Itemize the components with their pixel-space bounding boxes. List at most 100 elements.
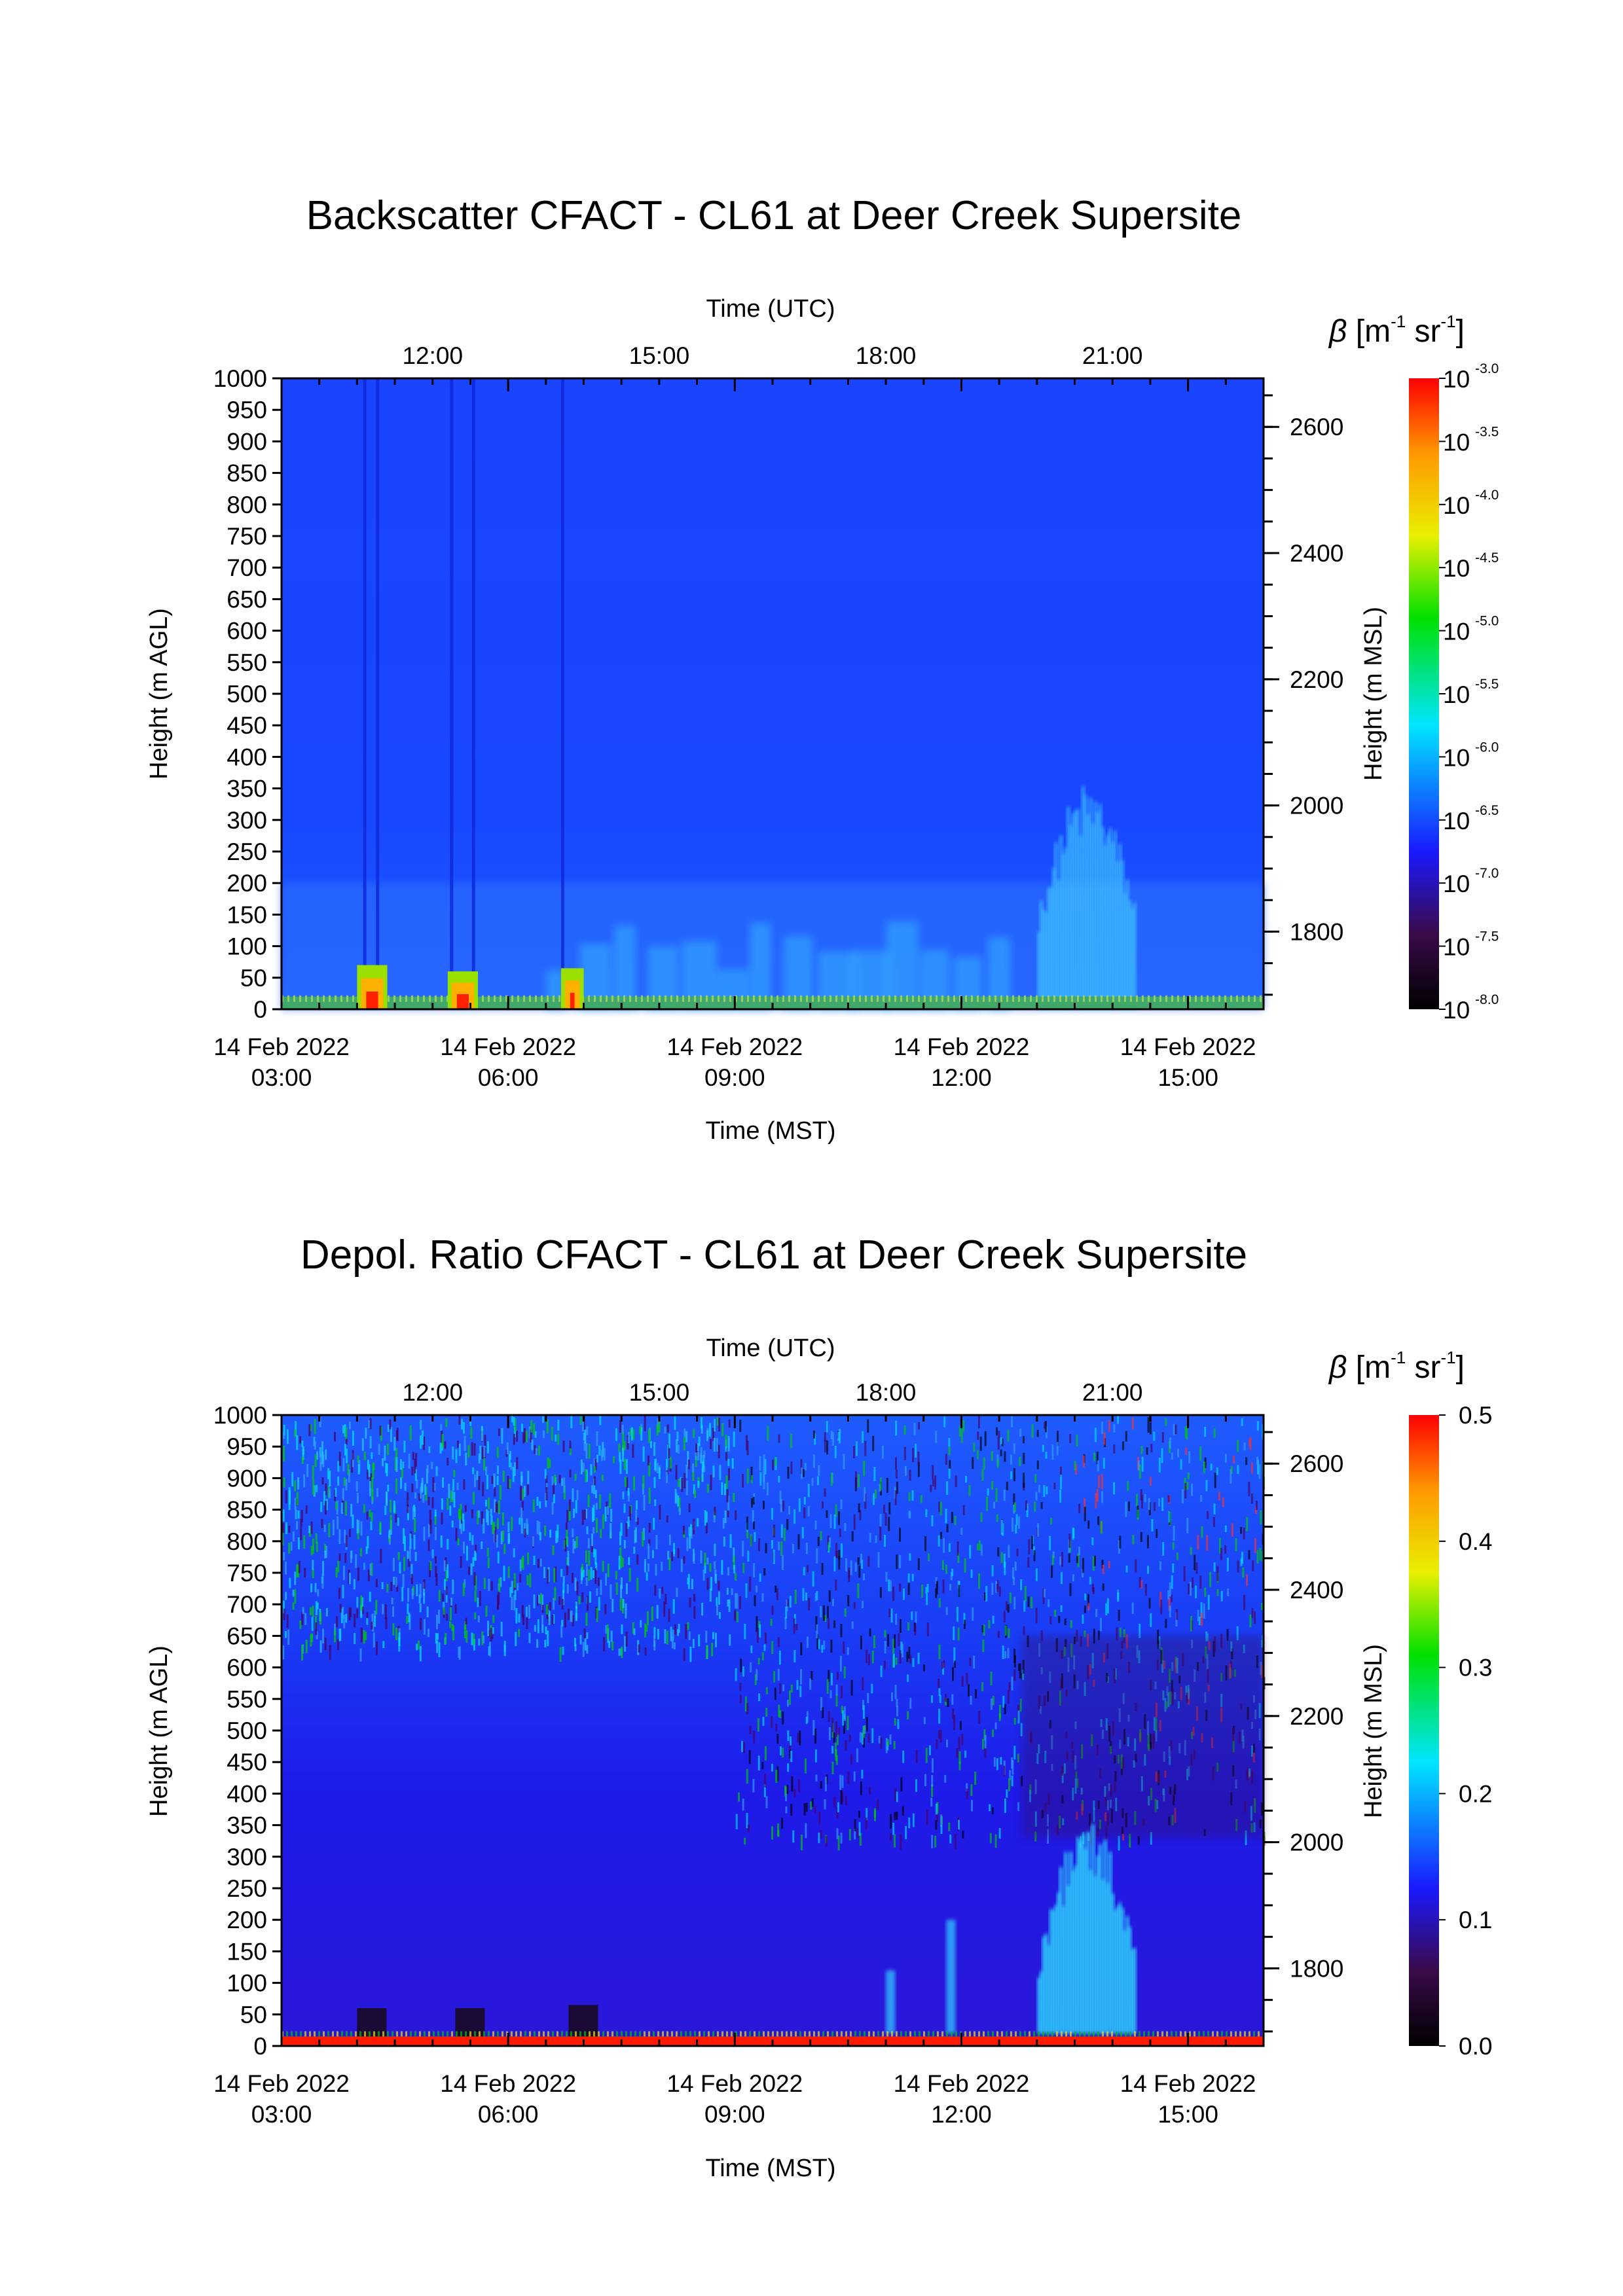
noise-speckle <box>739 1419 742 1432</box>
noise-speckle <box>496 1518 499 1529</box>
noise-speckle <box>534 1431 537 1438</box>
noise-speckle <box>1042 1444 1044 1452</box>
noise-speckle <box>297 1477 300 1490</box>
noise-speckle <box>711 1642 714 1657</box>
noise-speckle <box>1044 1422 1046 1429</box>
noise-speckle <box>820 1781 822 1789</box>
surface-speckle <box>706 995 708 1002</box>
noise-speckle <box>970 1695 972 1705</box>
noise-speckle <box>859 1510 862 1520</box>
noise-speckle <box>793 1788 796 1798</box>
noise-speckle <box>376 1641 378 1655</box>
noise-speckle <box>826 1605 829 1619</box>
depol-colorbar-label: β [m-1 sr-1] <box>1328 1348 1465 1385</box>
noise-speckle <box>316 1451 318 1460</box>
noise-speckle <box>583 1433 585 1441</box>
y-tick-label: 1000 <box>213 1402 267 1429</box>
noise-speckle <box>371 1621 373 1630</box>
y-tick-label: 0 <box>253 996 267 1023</box>
noise-speckle <box>678 1623 680 1633</box>
surface-speckle <box>1089 995 1091 1002</box>
noise-speckle <box>1026 1503 1029 1517</box>
noise-speckle <box>923 1717 926 1725</box>
noise-speckle <box>814 1433 816 1445</box>
noise-speckle <box>951 1694 954 1705</box>
noise-speckle <box>837 1511 840 1526</box>
noise-speckle <box>349 1422 352 1429</box>
noise-speckle <box>885 1571 888 1582</box>
surface-speckle <box>337 2031 338 2037</box>
noise-speckle <box>983 1457 985 1470</box>
noise-speckle <box>725 1435 727 1447</box>
noise-speckle <box>371 1613 374 1626</box>
noise-speckle <box>356 1492 359 1503</box>
noise-speckle <box>406 1616 409 1624</box>
noise-speckle <box>366 1511 369 1520</box>
noise-speckle <box>388 1530 391 1539</box>
noise-speckle <box>788 1505 791 1515</box>
noise-speckle <box>817 1537 820 1547</box>
noise-speckle <box>389 1419 392 1429</box>
noise-speckle <box>749 1725 752 1734</box>
noise-speckle <box>987 1488 989 1496</box>
noise-speckle <box>816 1476 819 1486</box>
surface-speckle <box>1088 2031 1090 2037</box>
depol-utc-axis-title: Time (UTC) <box>706 1335 835 1362</box>
noise-speckle <box>441 1433 444 1448</box>
surface-speckle <box>359 2031 361 2037</box>
surface-speckle <box>616 2031 618 2037</box>
plume-column <box>1061 1906 1066 2034</box>
noise-speckle <box>501 1512 504 1526</box>
noise-speckle <box>700 1453 702 1463</box>
noise-speckle <box>462 1583 465 1596</box>
noise-speckle <box>1043 1484 1046 1497</box>
noise-speckle <box>902 1750 905 1763</box>
noise-speckle <box>438 1642 441 1657</box>
noise-speckle <box>506 1442 509 1455</box>
noise-speckle <box>1131 1418 1134 1430</box>
surface-speckle <box>974 2031 976 2037</box>
noise-speckle <box>812 1571 814 1587</box>
noise-speckle <box>642 1446 645 1462</box>
noise-speckle <box>727 1435 730 1452</box>
surface-speckle <box>1042 2031 1044 2037</box>
noise-speckle <box>970 1569 973 1578</box>
surface-speckle <box>630 2031 632 2037</box>
dropout-stripe <box>471 378 475 996</box>
noise-speckle <box>582 1570 585 1577</box>
x-top-tick-label: 15:00 <box>629 1379 690 1406</box>
noise-speckle <box>835 1694 838 1707</box>
noise-speckle <box>1213 1516 1215 1528</box>
surface-speckle <box>295 2031 297 2037</box>
noise-speckle <box>845 1796 847 1806</box>
noise-speckle <box>382 1604 384 1615</box>
noise-speckle <box>815 1774 818 1782</box>
x-tick-time: 12:00 <box>931 1064 992 1091</box>
noise-speckle <box>1012 1567 1014 1579</box>
noise-speckle <box>1038 1484 1040 1493</box>
surface-speckle <box>1047 2031 1049 2037</box>
surface-speckle <box>1159 995 1161 1002</box>
noise-speckle <box>864 1441 867 1456</box>
noise-speckle <box>575 1536 578 1548</box>
noise-speckle <box>884 1630 886 1638</box>
noise-speckle <box>949 1583 952 1591</box>
noise-speckle <box>342 1585 344 1598</box>
noise-speckle <box>428 1628 430 1638</box>
noise-speckle <box>629 1568 631 1582</box>
noise-speckle <box>452 1479 455 1491</box>
surface-speckle <box>666 2031 668 2037</box>
noise-speckle <box>310 1607 312 1615</box>
surface-speckle <box>318 2031 320 2037</box>
noise-speckle <box>829 1537 831 1548</box>
surface-speckle <box>1000 995 1002 1002</box>
noise-speckle <box>342 1458 345 1472</box>
noise-speckle <box>493 1522 496 1531</box>
noise-speckle <box>984 1431 987 1446</box>
noise-speckle <box>908 1492 911 1501</box>
noise-speckle <box>535 1448 538 1456</box>
noise-speckle <box>591 1534 593 1547</box>
surface-speckle <box>753 995 755 1002</box>
plume-column <box>1044 1933 1049 2034</box>
noise-speckle <box>288 1542 291 1554</box>
